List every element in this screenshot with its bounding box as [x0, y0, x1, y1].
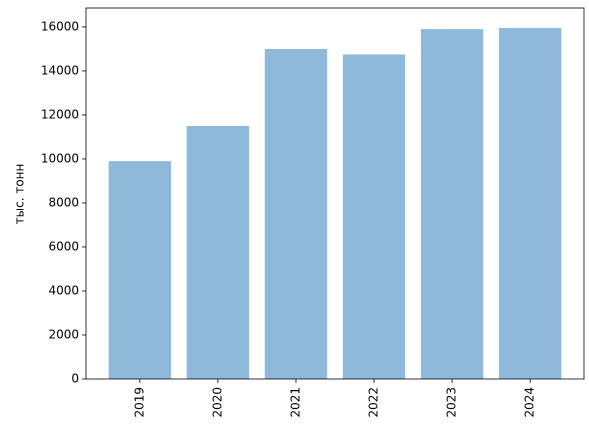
y-tick-label: 16000	[41, 19, 79, 33]
bar	[264, 48, 328, 379]
x-tick-label: 2020	[210, 387, 224, 418]
y-axis-label: тыс. тонн	[13, 164, 27, 225]
y-tick-label: 0	[71, 372, 79, 386]
x-tick-label: 2019	[132, 387, 146, 418]
bar	[186, 125, 250, 379]
x-tick-label: 2022	[367, 387, 381, 418]
bar	[108, 161, 172, 379]
x-tick-label: 2021	[288, 387, 302, 418]
y-tick-label: 14000	[41, 63, 79, 77]
y-tick-label: 6000	[48, 239, 79, 253]
bar	[342, 54, 406, 379]
y-tick-label: 8000	[48, 195, 79, 209]
plot-frame	[85, 7, 585, 380]
x-tick-label: 2024	[523, 387, 537, 418]
y-tick-label: 12000	[41, 107, 79, 121]
bar	[420, 29, 484, 380]
bar	[498, 28, 562, 379]
y-tick-label: 10000	[41, 151, 79, 165]
x-tick-label: 2023	[445, 387, 459, 418]
y-tick-label: 4000	[48, 283, 79, 297]
y-tick-label: 2000	[48, 327, 79, 341]
